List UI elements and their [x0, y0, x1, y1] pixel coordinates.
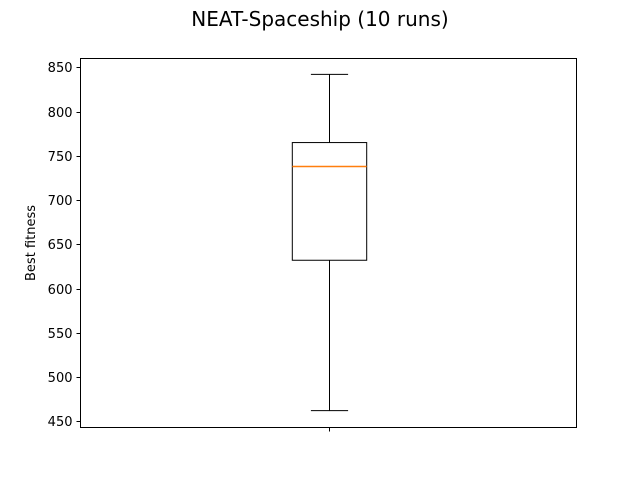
- y-tick-label: 500: [48, 371, 73, 386]
- y-axis-label: Best fitness: [24, 205, 39, 281]
- y-tick-label: 450: [48, 415, 73, 430]
- chart-title: NEAT-Spaceship (10 runs): [191, 7, 448, 31]
- y-tick-label: 800: [48, 106, 73, 121]
- y-axis-ticks: 450 500 550 600 650 700 750 800 850: [48, 61, 81, 430]
- y-tick-label: 550: [48, 327, 73, 342]
- y-tick-label: 650: [48, 238, 73, 253]
- y-tick-label: 850: [48, 61, 73, 76]
- box-plot-series: [291, 73, 368, 412]
- y-tick-label: 700: [48, 194, 73, 209]
- y-tick-label: 750: [48, 150, 73, 165]
- box-iqr: [291, 142, 368, 261]
- plot-area-frame: [80, 58, 577, 428]
- y-tick-label: 600: [48, 283, 73, 298]
